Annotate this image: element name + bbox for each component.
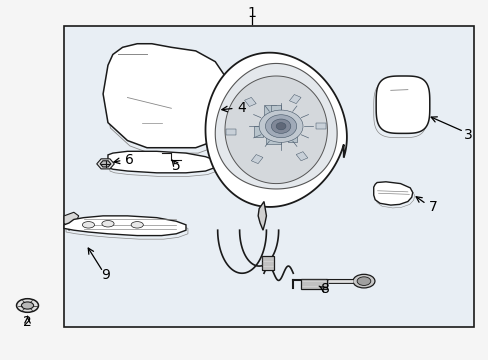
Circle shape xyxy=(271,119,290,134)
Text: 9: 9 xyxy=(101,268,110,282)
Ellipse shape xyxy=(102,221,114,227)
Text: 4: 4 xyxy=(237,101,246,115)
Bar xyxy=(244,98,256,107)
Bar xyxy=(281,121,291,135)
Text: 8: 8 xyxy=(320,282,329,296)
Polygon shape xyxy=(375,76,429,134)
Circle shape xyxy=(276,123,285,130)
Ellipse shape xyxy=(21,302,34,309)
Polygon shape xyxy=(64,216,185,235)
Ellipse shape xyxy=(131,222,143,228)
Polygon shape xyxy=(215,63,336,189)
Bar xyxy=(266,135,281,144)
Bar xyxy=(316,123,325,129)
Ellipse shape xyxy=(356,277,370,285)
Bar xyxy=(296,152,307,161)
Polygon shape xyxy=(103,44,229,148)
Text: 6: 6 xyxy=(125,153,134,167)
Text: 1: 1 xyxy=(247,6,256,20)
Polygon shape xyxy=(64,212,79,230)
Bar xyxy=(264,105,276,126)
Bar xyxy=(300,279,327,289)
Bar xyxy=(288,130,297,142)
Ellipse shape xyxy=(82,222,94,228)
Bar xyxy=(226,129,236,135)
Circle shape xyxy=(265,115,296,138)
Polygon shape xyxy=(108,151,215,173)
Bar xyxy=(271,105,281,123)
Text: 2: 2 xyxy=(23,315,32,329)
Text: 3: 3 xyxy=(464,128,472,142)
Polygon shape xyxy=(224,76,327,184)
Ellipse shape xyxy=(17,299,39,312)
Polygon shape xyxy=(97,159,114,169)
Polygon shape xyxy=(205,53,346,207)
Text: 5: 5 xyxy=(171,159,180,173)
Polygon shape xyxy=(258,202,266,230)
Ellipse shape xyxy=(352,274,374,288)
Polygon shape xyxy=(373,182,412,205)
Bar xyxy=(251,154,263,164)
Bar xyxy=(254,126,263,137)
Bar xyxy=(261,256,273,270)
FancyBboxPatch shape xyxy=(64,26,473,327)
Polygon shape xyxy=(100,161,111,167)
Bar xyxy=(289,95,301,104)
Circle shape xyxy=(259,110,303,142)
Text: 7: 7 xyxy=(428,200,437,214)
